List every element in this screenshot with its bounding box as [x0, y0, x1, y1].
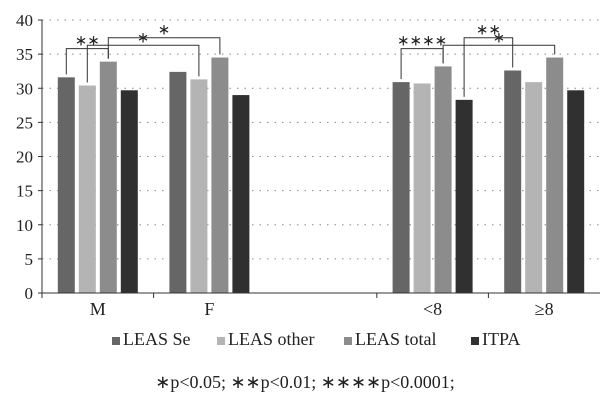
significance-bracket: [463, 37, 514, 97]
y-axis: 0 5 10 15 20 25 30 35 40: [16, 11, 43, 303]
legend-label: LEAS total: [355, 329, 437, 349]
x-tick-label: ≥8: [535, 299, 554, 319]
bar: [392, 82, 410, 293]
significance-label: ∗: [493, 30, 506, 46]
y-tick-label: 20: [16, 148, 33, 167]
x-tick-label: <8: [423, 299, 442, 319]
y-tick-label: 40: [16, 11, 33, 30]
bar: [455, 99, 473, 293]
bar: [546, 57, 564, 293]
y-tick-label: 15: [16, 182, 33, 201]
legend-label: LEAS other: [228, 329, 314, 349]
y-tick-label: 0: [25, 284, 34, 303]
bar: [525, 82, 543, 293]
significance-bracket: [107, 37, 221, 59]
bar: [211, 57, 229, 293]
x-tick-label: F: [204, 299, 214, 319]
y-tick-label: 10: [16, 216, 33, 235]
bar: [567, 90, 585, 293]
legend-swatch: [344, 337, 352, 345]
significance-brackets: ∗∗ ∗ ∗∗∗∗∗ ∗∗∗: [65, 23, 556, 97]
bar: [504, 70, 522, 293]
legend-swatch: [112, 337, 120, 345]
significance-footnote: ∗p<0.05; ∗∗p<0.01; ∗∗∗∗p<0.0001;: [155, 372, 455, 392]
significance-bracket: [86, 44, 200, 83]
y-tick-label: 35: [16, 45, 33, 64]
bar: [169, 71, 187, 294]
significance-label: ∗∗: [476, 23, 501, 39]
bar: [232, 95, 250, 293]
legend-label: LEAS Se: [123, 329, 191, 349]
bar: [413, 83, 431, 293]
significance-bracket: [442, 44, 556, 64]
significance-label: ∗: [158, 23, 171, 39]
bar: [190, 79, 208, 293]
y-tick-label: 30: [16, 79, 33, 98]
bars: [57, 57, 585, 294]
bar: [120, 90, 138, 293]
x-tick-label: M: [90, 299, 106, 319]
bar: [78, 85, 96, 294]
legend: LEAS Se LEAS other LEAS total ITPA: [112, 329, 520, 349]
legend-swatch: [217, 337, 225, 345]
y-tick-label: 5: [25, 250, 34, 269]
x-axis: M F <8 ≥8: [41, 292, 600, 319]
bar: [57, 77, 75, 293]
legend-swatch: [471, 337, 479, 345]
bar: [434, 66, 452, 293]
significance-label: ∗: [137, 30, 150, 46]
y-tick-label: 25: [16, 113, 33, 132]
legend-label: ITPA: [482, 329, 520, 349]
bar: [99, 61, 117, 293]
significance-label: ∗∗∗∗: [397, 34, 447, 50]
